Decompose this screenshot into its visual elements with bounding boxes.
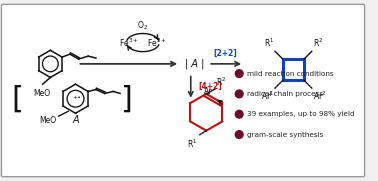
Text: Ar$^1$: Ar$^1$: [261, 90, 274, 102]
Text: MeO: MeO: [33, 89, 50, 98]
Text: mild reaction conditions: mild reaction conditions: [247, 71, 333, 77]
Text: R$^2$: R$^2$: [216, 76, 226, 88]
Text: [2+2]: [2+2]: [214, 49, 237, 58]
Text: gram-scale synthesis: gram-scale synthesis: [247, 132, 323, 138]
Text: +•: +•: [72, 95, 81, 100]
Text: MeO: MeO: [40, 115, 57, 125]
Circle shape: [235, 110, 243, 118]
Text: ]: ]: [120, 84, 132, 113]
Text: O$_2$: O$_2$: [137, 19, 148, 32]
Text: R$^1$: R$^1$: [187, 137, 198, 150]
Text: radical chain process: radical chain process: [247, 91, 323, 97]
Text: R$^1$: R$^1$: [264, 37, 274, 49]
FancyBboxPatch shape: [2, 4, 364, 177]
Text: R$^2$: R$^2$: [313, 37, 323, 49]
Circle shape: [235, 90, 243, 98]
Text: [: [: [11, 84, 23, 113]
Text: Fe$^{3+}$: Fe$^{3+}$: [119, 36, 139, 49]
Text: Ar$^2$: Ar$^2$: [313, 90, 326, 102]
Text: A: A: [72, 115, 79, 125]
Text: [4+2]: [4+2]: [198, 82, 222, 91]
Text: Ar: Ar: [204, 87, 212, 96]
Circle shape: [235, 70, 243, 77]
Text: Fe$^{2+}$: Fe$^{2+}$: [147, 36, 167, 49]
Text: | A |: | A |: [185, 59, 204, 69]
Circle shape: [235, 131, 243, 138]
Text: 39 examples, up to 98% yield: 39 examples, up to 98% yield: [247, 111, 355, 117]
